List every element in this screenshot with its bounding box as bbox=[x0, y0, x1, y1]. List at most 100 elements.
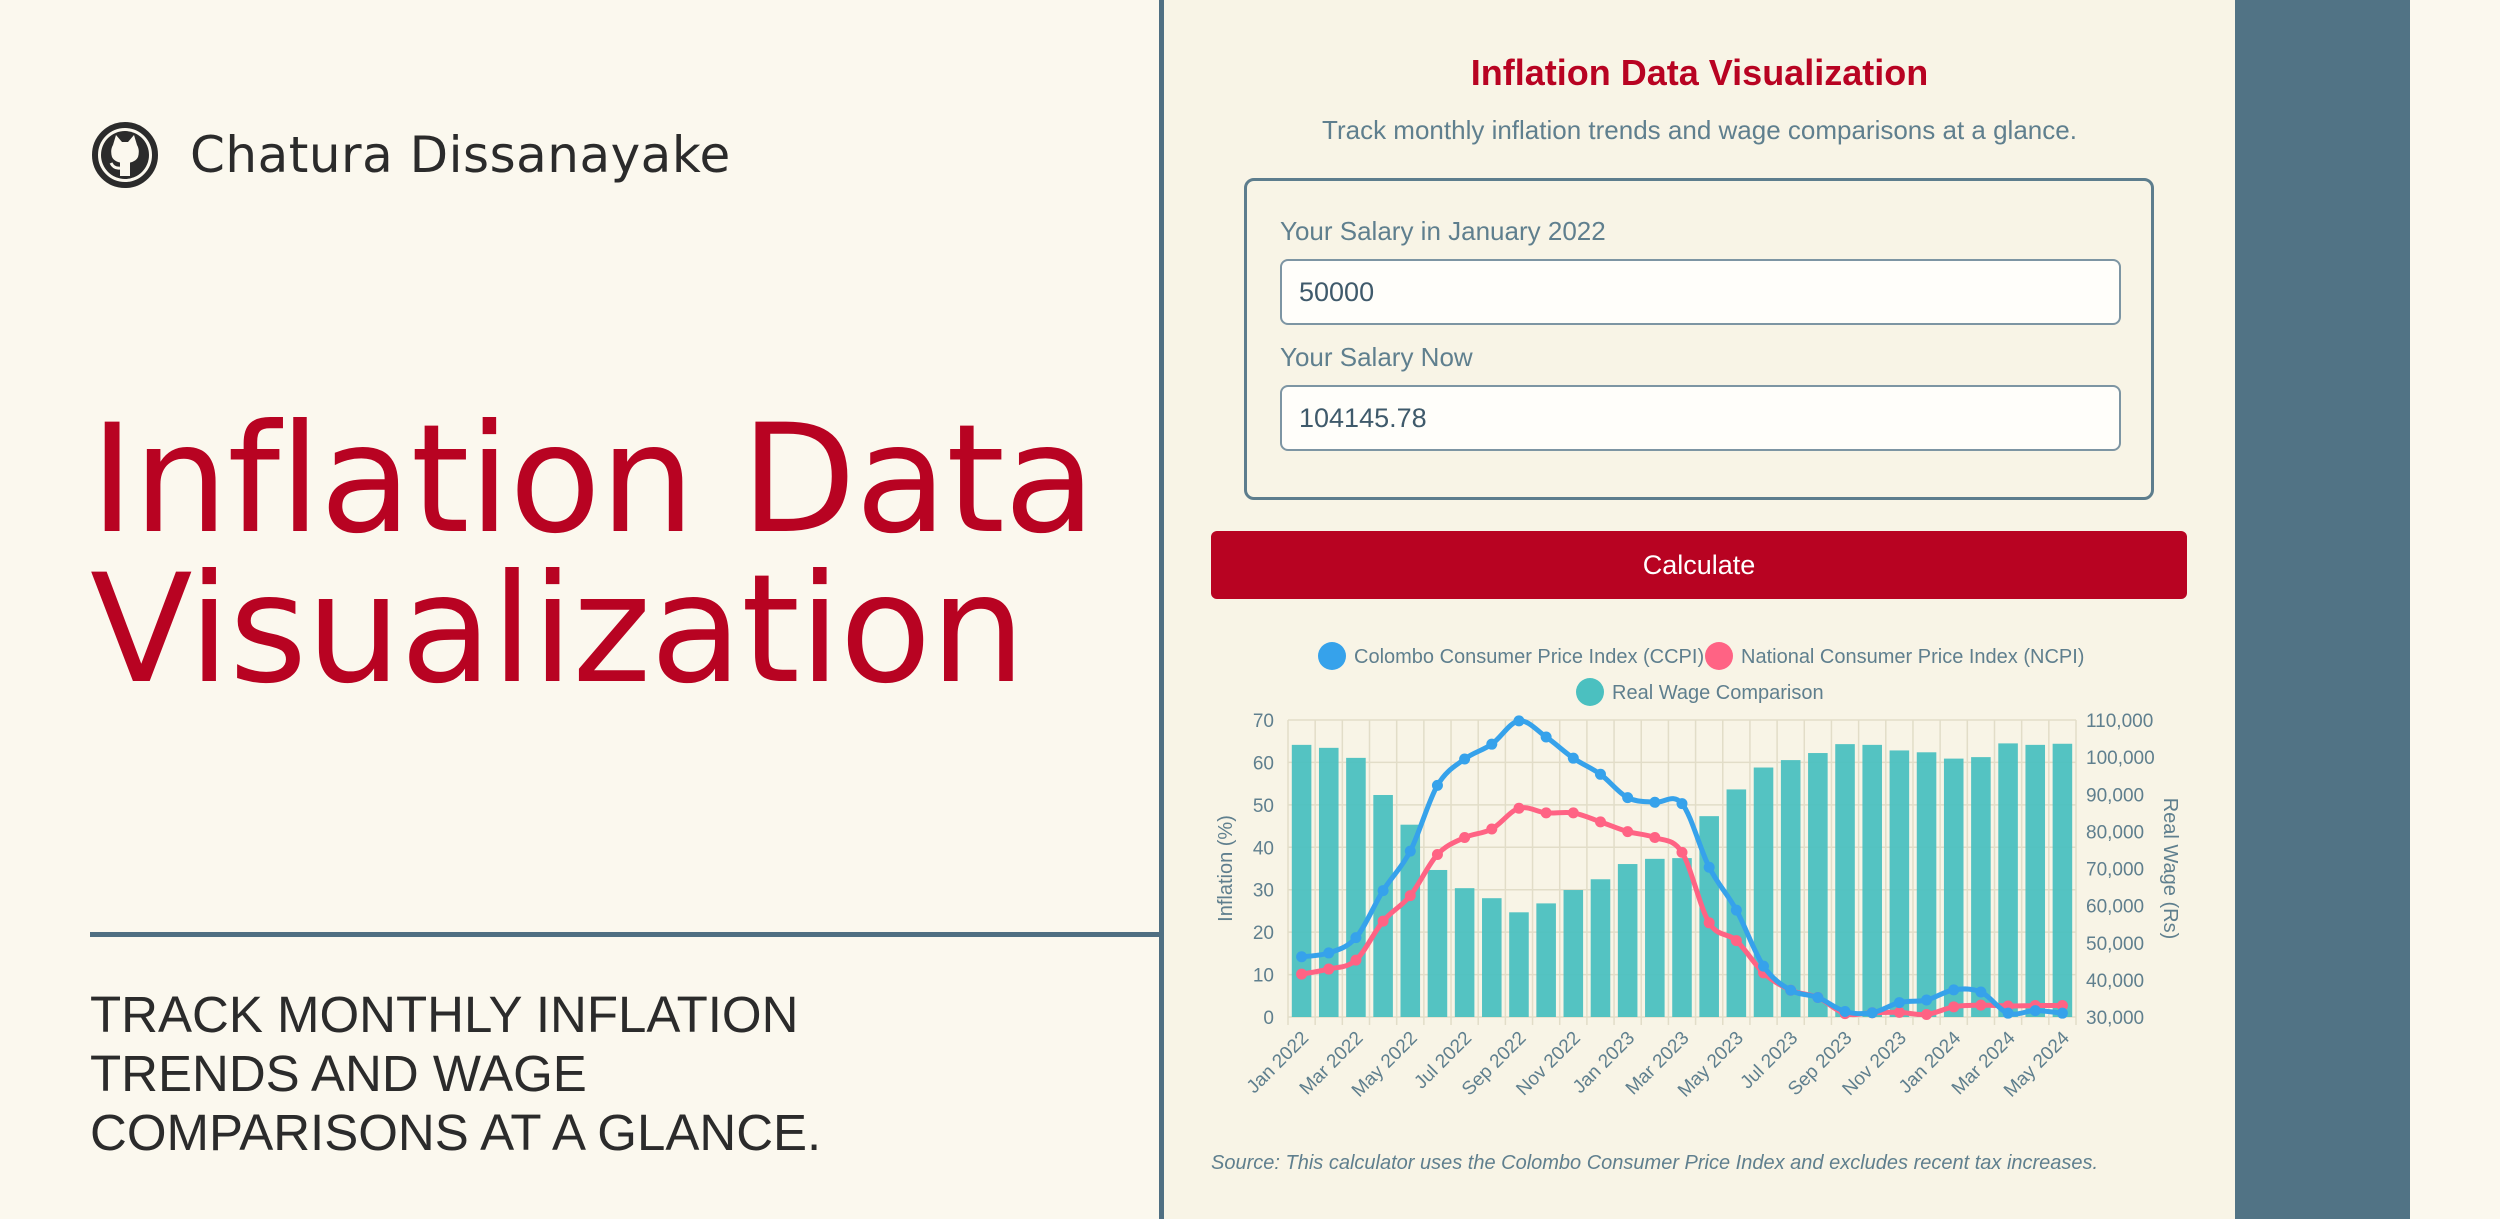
point-ncpi bbox=[1975, 999, 1987, 1011]
point-ncpi bbox=[1676, 846, 1688, 858]
point-ccpi bbox=[1758, 960, 1770, 972]
legend-label-1: Colombo Consumer Price Index (CCPI) bbox=[1354, 646, 1704, 668]
point-ccpi bbox=[1866, 1007, 1878, 1019]
bar-real-wage bbox=[1400, 824, 1421, 1017]
legend-swatch-2 bbox=[1705, 642, 1733, 670]
point-ncpi bbox=[1893, 1006, 1905, 1018]
legend-label-3: Real Wage Comparison bbox=[1612, 682, 1824, 704]
bar-real-wage bbox=[1645, 858, 1665, 1017]
bar-real-wage bbox=[1590, 879, 1611, 1017]
author-name[interactable]: Chatura Dissanayake bbox=[190, 126, 731, 184]
bar-real-wage bbox=[1373, 794, 1393, 1017]
bar-real-wage bbox=[1889, 750, 1910, 1017]
point-ncpi bbox=[1948, 1001, 1960, 1013]
point-ccpi bbox=[1975, 986, 1987, 998]
bar-real-wage bbox=[1454, 888, 1475, 1017]
bar-real-wage bbox=[1672, 858, 1692, 1017]
salary-now-input[interactable] bbox=[1280, 385, 2121, 451]
point-ccpi bbox=[1948, 984, 1960, 996]
salary-jan-label: Your Salary in January 2022 bbox=[1280, 216, 1606, 246]
y-left-tick-label: 60 bbox=[1253, 753, 1274, 774]
point-ccpi bbox=[1594, 768, 1606, 780]
point-ccpi bbox=[1730, 904, 1742, 916]
github-icon[interactable] bbox=[92, 122, 158, 188]
bar-real-wage bbox=[1318, 747, 1339, 1017]
tagline-line2: TRENDS AND WAGE bbox=[90, 1045, 587, 1102]
point-ccpi bbox=[1567, 752, 1579, 764]
app-screenshot: Inflation Data Visualization Track month… bbox=[1164, 0, 2235, 1219]
bar-real-wage bbox=[1291, 744, 1312, 1017]
hero-tagline: TRACK MONTHLY INFLATION TRENDS AND WAGE … bbox=[90, 985, 990, 1162]
legend-swatch-3 bbox=[1576, 678, 1604, 706]
point-ncpi bbox=[1486, 823, 1498, 835]
point-ncpi bbox=[1921, 1008, 1933, 1020]
point-ncpi bbox=[1649, 832, 1661, 844]
y-right-axis-title: Real Wage (Rs) bbox=[2159, 798, 2181, 940]
y-right-tick-label: 70,000 bbox=[2086, 860, 2144, 881]
point-ncpi bbox=[1622, 826, 1634, 838]
y-left-tick-label: 50 bbox=[1253, 796, 1274, 817]
point-ncpi bbox=[1350, 954, 1362, 966]
hero-title-line1: Inflation Data bbox=[90, 393, 1096, 567]
source-note: Source: This calculator uses the Colombo… bbox=[1211, 1152, 2099, 1174]
point-ccpi bbox=[1296, 951, 1308, 963]
point-ccpi bbox=[1921, 994, 1933, 1006]
app-title: Inflation Data Visualization bbox=[1470, 52, 1929, 93]
point-ncpi bbox=[2056, 1000, 2068, 1012]
y-right-tick-label: 90,000 bbox=[2086, 785, 2144, 806]
bar-real-wage bbox=[1726, 789, 1747, 1017]
right-margin bbox=[2410, 0, 2500, 1219]
point-ncpi bbox=[1540, 807, 1552, 819]
bar-real-wage bbox=[1808, 753, 1828, 1017]
point-ccpi bbox=[1893, 997, 1905, 1009]
point-ccpi bbox=[2029, 1005, 2041, 1017]
point-ccpi bbox=[1513, 715, 1525, 727]
y-left-tick-label: 10 bbox=[1253, 966, 1274, 987]
y-left-tick-label: 40 bbox=[1253, 838, 1274, 859]
y-right-tick-label: 30,000 bbox=[2086, 1008, 2144, 1029]
inflation-chart: Colombo Consumer Price Index (CCPI) Natio… bbox=[1215, 642, 2181, 1102]
y-left-tick-label: 0 bbox=[1263, 1008, 1274, 1029]
point-ncpi bbox=[1730, 935, 1742, 947]
salary-form: Your Salary in January 2022 Your Salary … bbox=[1244, 178, 2154, 500]
calculate-button[interactable]: Calculate bbox=[1211, 531, 2187, 599]
y-right-tick-label: 60,000 bbox=[2086, 897, 2144, 918]
divider-vertical bbox=[1159, 0, 1164, 1219]
author: Chatura Dissanayake bbox=[92, 122, 731, 188]
hero-panel: Chatura Dissanayake Inflation Data Visua… bbox=[0, 0, 1160, 1219]
point-ccpi bbox=[1839, 1005, 1851, 1017]
bar-real-wage bbox=[1916, 752, 1937, 1017]
point-ccpi bbox=[1459, 753, 1471, 765]
point-ccpi bbox=[1622, 792, 1634, 804]
y-left-axis-title: Inflation (%) bbox=[1215, 815, 1237, 922]
bar-real-wage bbox=[2052, 743, 2073, 1017]
bar-real-wage bbox=[2025, 744, 2046, 1017]
point-ccpi bbox=[1676, 798, 1688, 810]
y-right-tick-label: 40,000 bbox=[2086, 971, 2144, 992]
point-ncpi bbox=[1459, 832, 1471, 844]
divider-horizontal bbox=[90, 932, 1160, 937]
y-right-tick-label: 50,000 bbox=[2086, 934, 2144, 955]
salary-jan-input[interactable] bbox=[1280, 259, 2121, 325]
point-ccpi bbox=[1703, 861, 1715, 873]
point-ccpi bbox=[1323, 947, 1335, 959]
point-ccpi bbox=[1785, 984, 1797, 996]
bar-real-wage bbox=[1427, 869, 1448, 1017]
point-ccpi bbox=[1377, 885, 1389, 897]
point-ncpi bbox=[1377, 915, 1389, 927]
point-ncpi bbox=[1703, 917, 1715, 929]
y-left-tick-label: 70 bbox=[1253, 711, 1274, 732]
bar-real-wage bbox=[1509, 912, 1529, 1017]
bar-real-wage bbox=[1346, 757, 1366, 1017]
point-ncpi bbox=[1594, 816, 1606, 828]
point-ccpi bbox=[1350, 932, 1362, 944]
point-ccpi bbox=[1486, 738, 1498, 750]
bar-real-wage bbox=[1563, 890, 1584, 1017]
salary-now-label: Your Salary Now bbox=[1280, 342, 1473, 372]
bar-real-wage bbox=[1862, 744, 1882, 1017]
bar-real-wage bbox=[1482, 898, 1502, 1017]
bar-real-wage bbox=[1998, 743, 2018, 1017]
point-ncpi bbox=[1296, 968, 1308, 980]
bar-real-wage bbox=[1971, 757, 1991, 1017]
point-ccpi bbox=[1540, 731, 1552, 743]
